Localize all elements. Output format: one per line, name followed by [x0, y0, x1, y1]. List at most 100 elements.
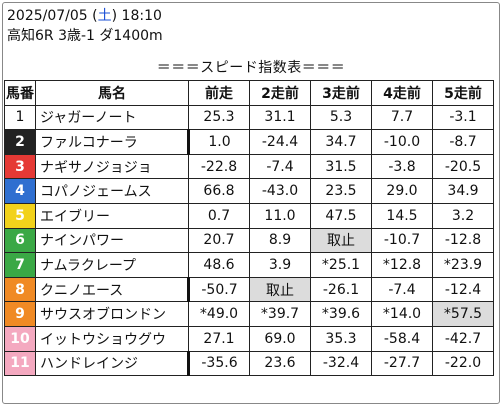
table-row: 4 コパノジェームス 66.8 -43.0 23.5 29.0 34.9 [4, 178, 494, 204]
horse-name: コパノジェームス [35, 178, 189, 204]
table-row: 8 クニノエース -50.7 取止 -26.1 -7.4 -12.4 [4, 276, 494, 303]
speed-index-cell: *49.0 [188, 301, 250, 327]
horse-name: ハンドレインジ [35, 350, 189, 377]
race-header: 2025/07/05 (土) 18:10 高知6R 3歳-1 ダ1400m [7, 6, 163, 46]
table-row: 1 ジャガーノート 25.3 31.1 5.3 7.7 -3.1 [4, 104, 494, 131]
horse-name: サウスオブロンドン [35, 301, 189, 327]
speed-index-cell: 31.1 [249, 104, 311, 131]
speed-index-cell: 27.1 [188, 325, 250, 352]
speed-index-cell: 1.0 [187, 129, 250, 155]
speed-index-cell: 0.7 [188, 202, 250, 229]
header-2-races-ago: 2走前 [249, 80, 311, 106]
speed-index-cell: *25.1 [310, 252, 372, 278]
header-last-race: 前走 [188, 80, 250, 106]
horse-number-badge: 9 [4, 301, 36, 327]
table-title: ＝＝＝スピード指数表＝＝＝ [156, 60, 346, 76]
speed-index-cell: *12.8 [371, 252, 433, 278]
speed-index-cell: -26.1 [310, 276, 372, 303]
speed-index-cell: 取止 [249, 276, 311, 303]
speed-index-cell: 48.6 [188, 252, 250, 278]
speed-index-cell: -3.1 [432, 104, 494, 131]
horse-name: エイブリー [35, 202, 189, 229]
table-body: 1 ジャガーノート 25.3 31.1 5.3 7.7 -3.1 2 ファルコナーラ 1.0 -24… [4, 104, 494, 377]
speed-index-cell: -42.7 [432, 325, 494, 352]
speed-index-cell: -43.0 [249, 178, 311, 204]
speed-index-cell: *39.7 [249, 301, 311, 327]
table-header-row: 馬番 馬名 前走 2走前 3走前 4走前 5走前 [4, 80, 494, 106]
speed-index-cell: -24.4 [249, 129, 311, 155]
horse-number-badge: 2 [4, 129, 36, 155]
header-horse-name: 馬名 [35, 80, 189, 106]
speed-index-cell: -58.4 [371, 325, 433, 352]
speed-index-cell: 14.5 [371, 202, 433, 229]
speed-index-cell: 11.0 [249, 202, 311, 229]
header-5-races-ago: 5走前 [432, 80, 494, 106]
table-row: 7 ナムラクレープ 48.6 3.9 *25.1 *12.8 *23.9 [4, 252, 494, 278]
speed-index-cell: -3.8 [371, 153, 433, 180]
speed-index-cell: -35.6 [187, 350, 250, 377]
race-info: 高知6R 3歳-1 ダ1400m [7, 28, 163, 44]
table-row: 6 ナインパワー 20.7 8.9 取止 -10.7 -12.8 [4, 227, 494, 254]
header-3-races-ago: 3走前 [310, 80, 372, 106]
speed-index-cell: -7.4 [249, 153, 311, 180]
horse-number-badge: 6 [4, 227, 36, 254]
speed-index-cell: -8.7 [432, 129, 494, 155]
speed-index-cell: 29.0 [371, 178, 433, 204]
speed-index-table: 馬番 馬名 前走 2走前 3走前 4走前 5走前 1 ジャガーノート 25.3 31.… [4, 80, 494, 377]
speed-index-cell: 31.5 [310, 153, 372, 180]
speed-index-cell: 23.5 [310, 178, 372, 204]
speed-index-cell: 23.6 [249, 350, 311, 377]
speed-index-cell: 35.3 [310, 325, 372, 352]
speed-index-cell: *57.5 [432, 301, 494, 327]
horse-number-badge: 11 [4, 350, 36, 377]
table-row: 5 エイブリー 0.7 11.0 47.5 14.5 3.2 [4, 202, 494, 229]
speed-index-cell: 69.0 [249, 325, 311, 352]
horse-number-badge: 3 [4, 153, 36, 180]
speed-index-cell: -10.0 [371, 129, 433, 155]
speed-index-cell: 20.7 [188, 227, 250, 254]
horse-number-badge: 7 [4, 252, 36, 278]
table-row: 3 ナギサノジョジョ -22.8 -7.4 31.5 -3.8 -20.5 [4, 153, 494, 180]
horse-number-badge: 1 [4, 104, 36, 131]
speed-index-cell: 5.3 [310, 104, 372, 131]
table-row: 10 イットウショウグウ 27.1 69.0 35.3 -58.4 -42.7 [4, 325, 494, 352]
race-datetime: 2025/07/05 (土) 18:10 [7, 8, 162, 24]
horse-name: クニノエース [35, 276, 189, 303]
speed-index-cell: 66.8 [188, 178, 250, 204]
speed-index-cell: -22.8 [188, 153, 250, 180]
race-date: 2025/07/05 [7, 8, 88, 24]
speed-index-cell: 取止 [310, 227, 372, 254]
header-4-races-ago: 4走前 [371, 80, 433, 106]
speed-index-cell: -20.5 [432, 153, 494, 180]
horse-number-badge: 5 [4, 202, 36, 229]
horse-name: ナインパワー [35, 227, 189, 254]
speed-index-cell: -7.4 [371, 276, 433, 303]
race-weekday: 土 [97, 8, 112, 24]
speed-index-cell: -12.4 [432, 276, 494, 303]
horse-name: ナムラクレープ [35, 252, 189, 278]
speed-index-cell: -12.8 [432, 227, 494, 254]
table-row: 11 ハンドレインジ -35.6 23.6 -32.4 -27.7 -22.0 [4, 350, 494, 377]
speed-index-cell: *23.9 [432, 252, 494, 278]
speed-index-cell: 34.7 [310, 129, 372, 155]
horse-name: ジャガーノート [35, 104, 189, 131]
table-row: 9 サウスオブロンドン *49.0 *39.7 *39.6 *14.0 *57.5 [4, 301, 494, 327]
horse-number-badge: 8 [4, 276, 36, 303]
speed-index-cell: -10.7 [371, 227, 433, 254]
horse-number-badge: 4 [4, 178, 36, 204]
speed-index-cell: 3.2 [432, 202, 494, 229]
speed-index-cell: -27.7 [371, 350, 433, 377]
speed-index-cell: *14.0 [371, 301, 433, 327]
speed-index-cell: 34.9 [432, 178, 494, 204]
speed-index-cell: 3.9 [249, 252, 311, 278]
speed-index-cell: -32.4 [310, 350, 372, 377]
speed-index-cell: 8.9 [249, 227, 311, 254]
speed-index-cell: *39.6 [310, 301, 372, 327]
speed-index-cell: 47.5 [310, 202, 372, 229]
horse-number-badge: 10 [4, 325, 36, 352]
horse-name: ファルコナーラ [35, 129, 189, 155]
speed-index-cell: -50.7 [187, 276, 250, 303]
race-time: 18:10 [121, 8, 162, 24]
speed-index-cell: -22.0 [432, 350, 494, 377]
speed-index-cell: 25.3 [188, 104, 250, 131]
